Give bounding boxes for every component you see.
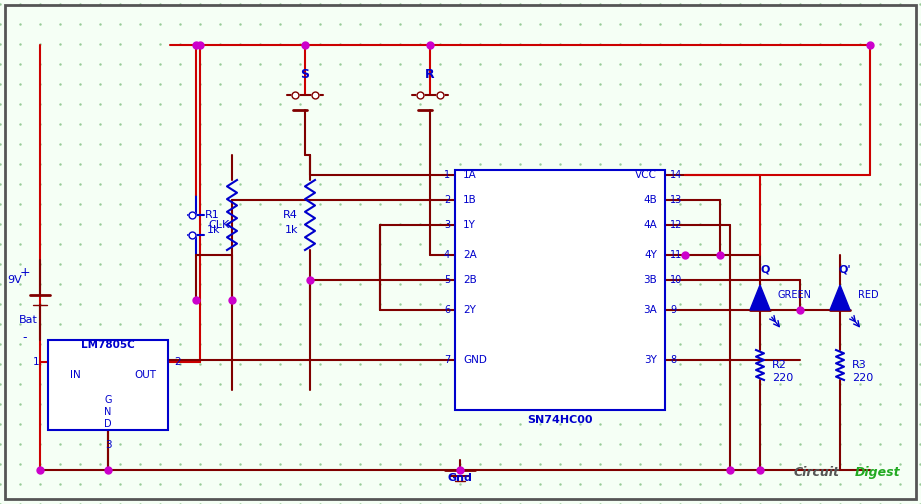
Text: R1: R1 — [205, 210, 220, 220]
Text: 1: 1 — [32, 357, 40, 367]
FancyBboxPatch shape — [48, 340, 168, 430]
Text: 2A: 2A — [463, 250, 477, 260]
Text: VCC: VCC — [635, 170, 657, 180]
Polygon shape — [750, 285, 770, 310]
Text: 1A: 1A — [463, 170, 477, 180]
Text: N: N — [104, 407, 111, 417]
Text: -: - — [23, 332, 28, 345]
Text: 4A: 4A — [643, 220, 657, 230]
Text: 9V: 9V — [7, 275, 22, 285]
Text: 4Y: 4Y — [644, 250, 657, 260]
Text: 7: 7 — [444, 355, 450, 365]
Text: Bat: Bat — [18, 315, 38, 325]
Text: 8: 8 — [670, 355, 676, 365]
Text: 3B: 3B — [643, 275, 657, 285]
Text: 12: 12 — [670, 220, 682, 230]
Text: 2: 2 — [444, 195, 450, 205]
Text: 14: 14 — [670, 170, 682, 180]
Text: Q: Q — [761, 265, 770, 275]
FancyBboxPatch shape — [455, 170, 665, 410]
Text: 220: 220 — [772, 373, 793, 383]
Text: 4B: 4B — [643, 195, 657, 205]
Text: GREEN: GREEN — [778, 290, 812, 300]
Text: 10: 10 — [670, 275, 682, 285]
Text: 3: 3 — [444, 220, 450, 230]
Text: 3A: 3A — [643, 305, 657, 315]
Text: SN74HC00: SN74HC00 — [527, 415, 593, 425]
Text: Digest: Digest — [855, 466, 900, 479]
Text: R: R — [426, 69, 435, 82]
Text: 2: 2 — [175, 357, 181, 367]
Text: R4: R4 — [283, 210, 298, 220]
Text: 5: 5 — [444, 275, 450, 285]
Text: RED: RED — [858, 290, 879, 300]
Text: R2: R2 — [772, 360, 787, 370]
Text: 1Y: 1Y — [463, 220, 476, 230]
Text: 9: 9 — [670, 305, 676, 315]
Text: G: G — [104, 395, 111, 405]
Text: GND: GND — [463, 355, 487, 365]
Text: 2Y: 2Y — [463, 305, 476, 315]
Text: 3: 3 — [105, 440, 111, 450]
Text: R3: R3 — [852, 360, 867, 370]
Text: 13: 13 — [670, 195, 682, 205]
Text: Q': Q' — [839, 265, 851, 275]
Text: OUT: OUT — [134, 370, 156, 380]
Text: S: S — [300, 69, 309, 82]
Text: +: + — [19, 266, 30, 279]
Text: Gnd: Gnd — [448, 473, 472, 483]
Text: 1k: 1k — [285, 225, 298, 235]
Text: 4: 4 — [444, 250, 450, 260]
Text: CLK: CLK — [208, 220, 229, 230]
Text: 6: 6 — [444, 305, 450, 315]
Polygon shape — [830, 285, 850, 310]
Text: 1: 1 — [444, 170, 450, 180]
Text: 11: 11 — [670, 250, 682, 260]
Text: 3Y: 3Y — [644, 355, 657, 365]
Text: 1B: 1B — [463, 195, 477, 205]
Text: IN: IN — [70, 370, 80, 380]
Text: LM7805C: LM7805C — [81, 340, 134, 350]
Text: 220: 220 — [852, 373, 873, 383]
Text: D: D — [104, 419, 111, 429]
Text: Circuit: Circuit — [794, 466, 840, 479]
Text: 1k: 1k — [206, 225, 220, 235]
Text: 2B: 2B — [463, 275, 477, 285]
